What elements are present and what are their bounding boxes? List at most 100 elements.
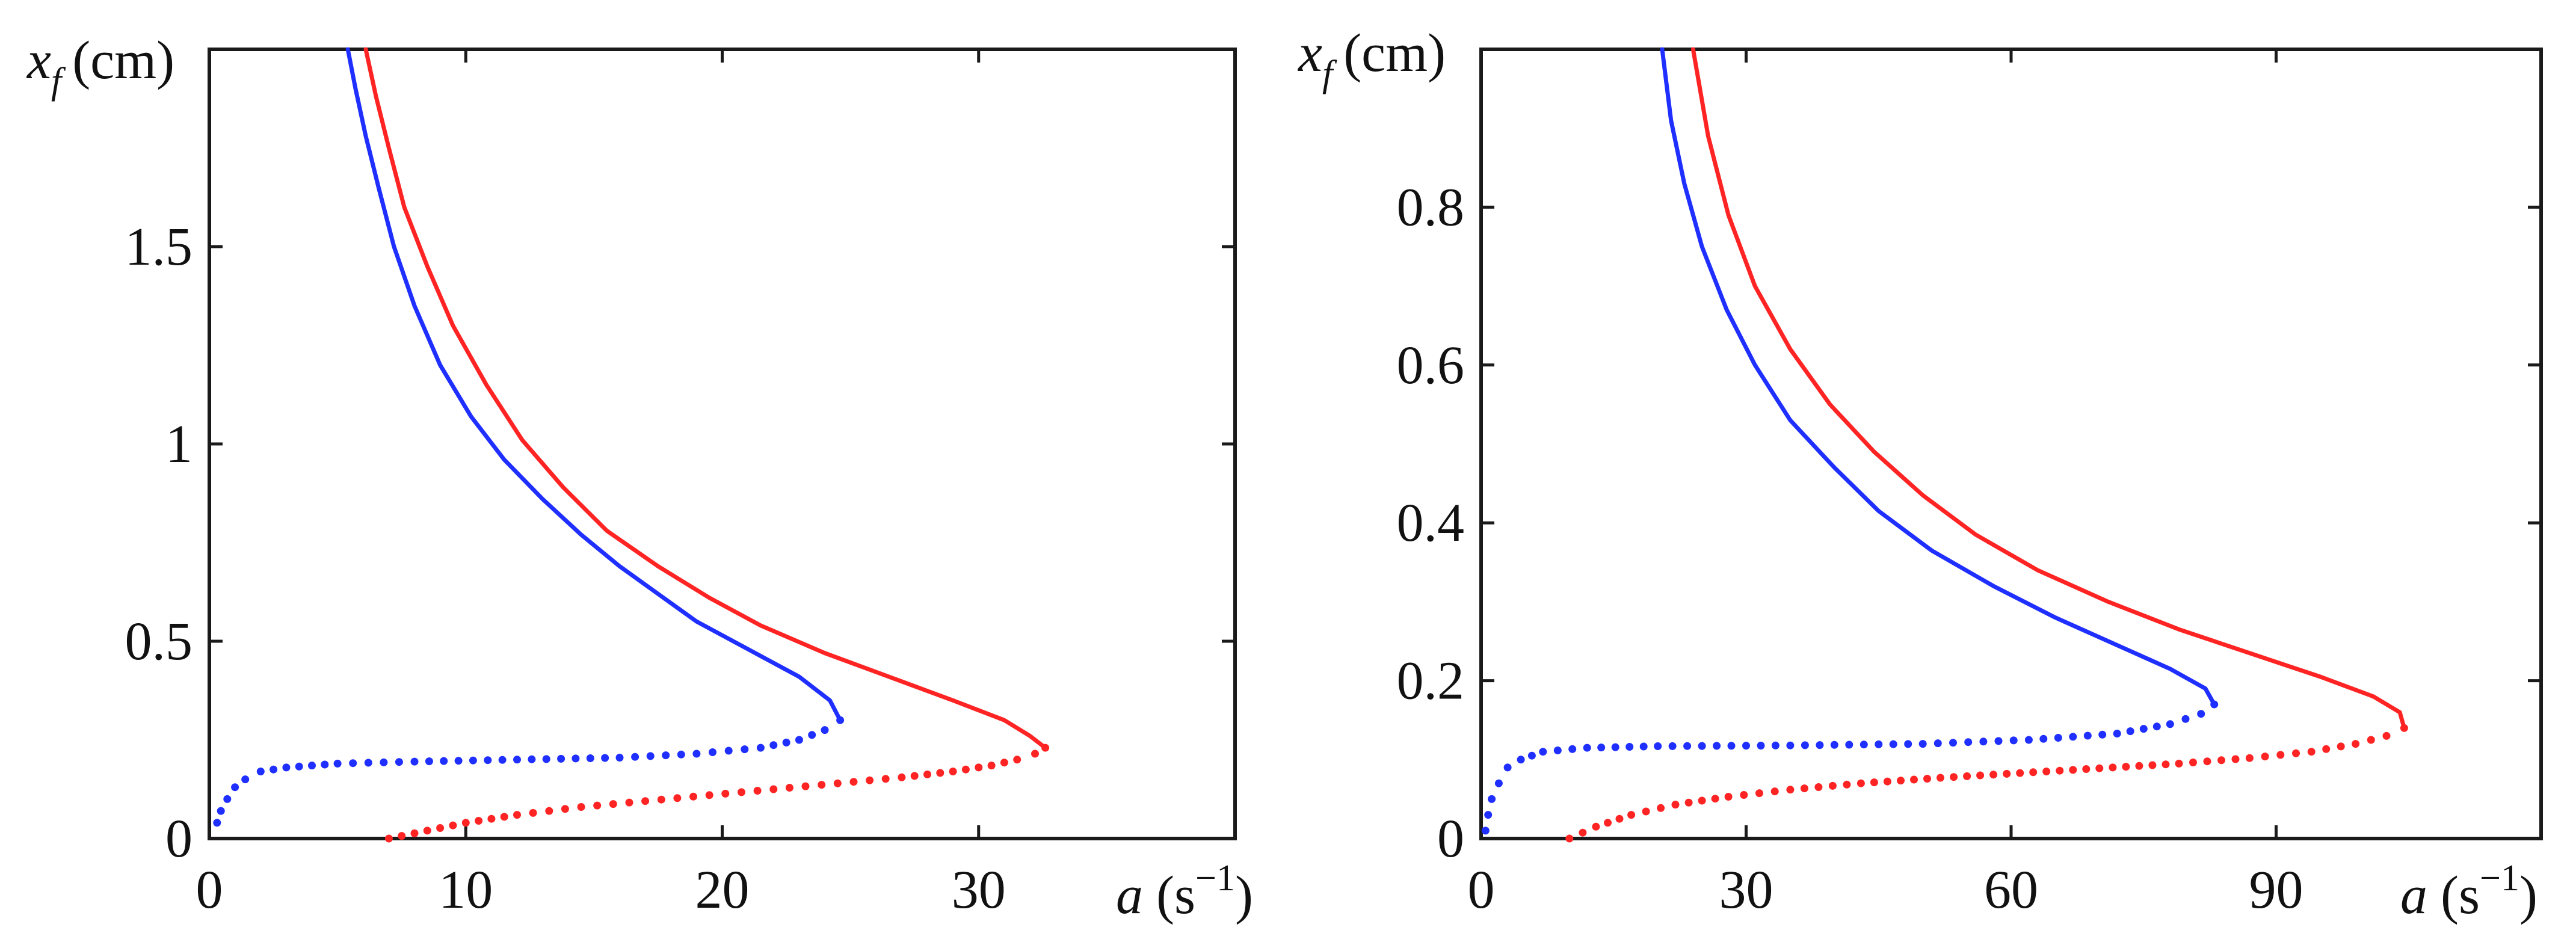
data-point — [818, 781, 826, 789]
data-point — [2210, 700, 2219, 709]
data-point — [769, 785, 778, 793]
data-point — [615, 754, 624, 762]
data-point — [808, 731, 816, 739]
data-point — [484, 756, 492, 765]
data-point — [593, 801, 602, 810]
data-point — [308, 762, 316, 770]
data-point — [1786, 741, 1795, 750]
data-point — [705, 791, 713, 799]
data-point — [677, 750, 685, 759]
data-point — [1527, 751, 1536, 760]
data-point — [2016, 769, 2024, 777]
data-point — [1625, 743, 1634, 751]
left-y-tick-label: 0 — [165, 809, 193, 869]
right-red-dotted-series — [1565, 724, 2408, 843]
data-point — [1494, 779, 1503, 787]
data-point — [2175, 759, 2183, 768]
right-y-tick-label: 0.4 — [1397, 493, 1465, 553]
data-point — [2261, 753, 2269, 761]
data-point — [1934, 739, 1942, 748]
data-point — [1684, 798, 1693, 807]
data-point — [487, 814, 496, 823]
data-point — [2024, 736, 2033, 744]
left-chart: 0 10 20 30 0 0.5 1 1.5 xf (cm) a (s−1) — [26, 31, 1253, 925]
data-point — [1828, 781, 1837, 790]
data-point — [975, 763, 983, 772]
right-x-axis-label: a (s−1) — [2400, 858, 2537, 925]
data-point — [384, 834, 393, 843]
data-point — [529, 808, 537, 817]
left-x-axis-label: a (s−1) — [1116, 858, 1253, 925]
data-point — [724, 747, 733, 755]
data-point — [1923, 775, 1931, 783]
data-point — [1875, 740, 1883, 748]
data-point — [2307, 748, 2316, 756]
data-point — [1883, 777, 1891, 786]
data-point — [436, 824, 445, 832]
data-point — [949, 768, 957, 775]
data-point — [557, 754, 565, 763]
right-chart: 0 30 60 90 0 0.2 0.4 0.6 0.8 xf (cm) a (s−1) — [1297, 23, 2543, 925]
data-point — [2056, 766, 2064, 775]
left-red-solid-line — [363, 47, 1048, 750]
left-curves — [213, 47, 1050, 843]
data-point — [801, 782, 810, 790]
data-point — [577, 803, 585, 811]
data-point — [709, 748, 716, 756]
data-point — [1698, 742, 1706, 750]
data-point — [1889, 740, 1897, 748]
data-point — [1963, 772, 1971, 780]
data-point — [785, 784, 793, 792]
left-red-dotted-series — [384, 743, 1050, 843]
data-point — [601, 754, 609, 762]
data-point — [2245, 754, 2254, 762]
data-point — [2152, 722, 2161, 731]
right-red-solid-line — [1690, 47, 2406, 730]
right-y-tick-label: 0 — [1437, 809, 1464, 869]
data-point — [1000, 759, 1008, 767]
data-point — [349, 759, 357, 768]
data-point — [2122, 763, 2130, 771]
data-point — [2162, 760, 2170, 769]
data-point — [231, 783, 239, 792]
data-point — [961, 765, 970, 774]
right-y-tick-label: 0.8 — [1397, 177, 1465, 237]
data-point — [475, 817, 483, 825]
left-x-tick-label: 20 — [695, 860, 750, 920]
data-point — [1801, 741, 1809, 750]
left-y-tick-label: 1 — [165, 414, 193, 474]
data-point — [223, 795, 232, 803]
data-point — [1041, 743, 1050, 752]
right-y-tick-label: 0.2 — [1397, 651, 1465, 711]
data-point — [2009, 736, 2018, 745]
right-curves — [1481, 47, 2408, 843]
data-point — [410, 829, 419, 837]
data-point — [500, 813, 508, 821]
left-y-tick-label: 1.5 — [125, 217, 193, 277]
data-point — [410, 757, 419, 766]
data-point — [2135, 762, 2143, 770]
data-point — [1517, 756, 1525, 764]
data-point — [673, 794, 682, 802]
data-point — [1711, 795, 1719, 803]
data-point — [1937, 774, 1944, 782]
right-x-tick-label: 90 — [2249, 860, 2303, 920]
data-point — [321, 760, 329, 769]
data-point — [282, 763, 291, 772]
data-point — [1979, 737, 1988, 746]
right-ticks — [1481, 49, 2541, 839]
data-point — [469, 756, 477, 765]
data-point — [295, 762, 303, 771]
data-point — [1857, 779, 1865, 787]
data-point — [1904, 740, 1912, 748]
data-point — [1976, 771, 1985, 780]
data-point — [2029, 768, 2038, 777]
data-point — [1897, 777, 1905, 785]
data-point — [1639, 742, 1648, 751]
data-point — [545, 807, 553, 815]
data-point — [609, 800, 617, 808]
data-point — [425, 757, 433, 766]
data-point — [1800, 784, 1808, 793]
data-point — [1964, 738, 1973, 747]
